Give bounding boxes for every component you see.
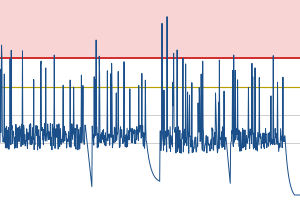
Bar xyxy=(0,0,300,58)
